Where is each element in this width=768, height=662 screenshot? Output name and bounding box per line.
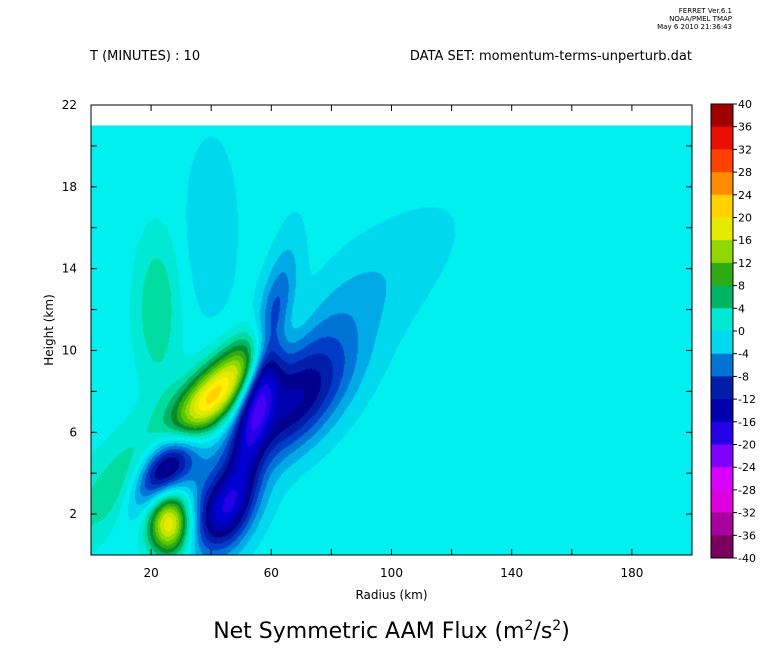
colorbar-label: -16 bbox=[738, 416, 756, 429]
colorbar-band bbox=[711, 240, 733, 264]
colorbar-label: -4 bbox=[738, 348, 749, 361]
colorbar-band bbox=[711, 262, 733, 287]
x-tick-label: 180 bbox=[620, 566, 643, 580]
header-time: T (MINUTES) : 10 bbox=[89, 49, 200, 64]
title-mid: /s bbox=[533, 619, 552, 644]
colorbar-label: -24 bbox=[738, 461, 756, 474]
colorbar-label: 24 bbox=[738, 189, 752, 202]
colorbar: 4036322824201612840-4-8-12-16-20-24-28-3… bbox=[710, 98, 756, 565]
colorbar-label: 20 bbox=[738, 212, 752, 225]
stamp-line: May 6 2010 21:36:43 bbox=[657, 23, 732, 31]
heatmap-image bbox=[91, 125, 692, 556]
colorbar-label: 40 bbox=[738, 98, 752, 111]
colorbar-label: 8 bbox=[738, 280, 745, 293]
stamp-line: NOAA/PMEL TMAP bbox=[669, 15, 732, 23]
y-tick-label: 18 bbox=[62, 180, 77, 194]
colorbar-band bbox=[711, 444, 733, 468]
chart-title: Net Symmetric AAM Flux (m2/s2) bbox=[213, 618, 570, 644]
colorbar-band bbox=[711, 331, 733, 355]
colorbar-label: -20 bbox=[738, 439, 756, 452]
colorbar-band bbox=[711, 467, 733, 491]
y-tick-label: 6 bbox=[69, 425, 77, 439]
colorbar-label: 4 bbox=[738, 302, 745, 315]
colorbar-band bbox=[711, 217, 733, 241]
colorbar-label: -28 bbox=[738, 484, 756, 497]
colorbar-band bbox=[711, 308, 733, 332]
colorbar-label: -8 bbox=[738, 370, 749, 383]
colorbar-band bbox=[711, 421, 733, 445]
colorbar-label: 16 bbox=[738, 234, 752, 247]
colorbar-band bbox=[711, 172, 733, 196]
colorbar-band bbox=[711, 104, 733, 128]
y-axis-label: Height (km) bbox=[42, 294, 56, 365]
y-tick-label: 22 bbox=[62, 98, 77, 112]
axis-ticks: 20 60 100 140 180 2 6 10 14 18 22 bbox=[62, 98, 692, 580]
colorbar-band bbox=[711, 194, 733, 218]
colorbar-label: 12 bbox=[738, 257, 752, 270]
colorbar-label: -12 bbox=[738, 393, 756, 406]
colorbar-band bbox=[711, 285, 733, 309]
y-tick-label: 14 bbox=[62, 262, 77, 276]
colorbar-band bbox=[711, 489, 733, 514]
colorbar-label: -32 bbox=[738, 507, 756, 520]
title-sup-1: 2 bbox=[524, 618, 533, 634]
colorbar-band bbox=[711, 126, 733, 150]
colorbar-band bbox=[711, 353, 733, 377]
x-axis-label: Radius (km) bbox=[355, 588, 427, 602]
colorbar-band bbox=[711, 399, 733, 423]
colorbar-band bbox=[711, 149, 733, 173]
colorbar-band bbox=[711, 535, 733, 559]
title-main: Net Symmetric AAM Flux (m bbox=[213, 619, 524, 644]
x-tick-label: 140 bbox=[500, 566, 523, 580]
x-tick-label: 60 bbox=[264, 566, 279, 580]
title-end: ) bbox=[561, 619, 570, 644]
colorbar-label: 0 bbox=[738, 325, 745, 338]
y-tick-label: 10 bbox=[62, 343, 77, 357]
x-tick-label: 100 bbox=[380, 566, 403, 580]
colorbar-label: -40 bbox=[738, 552, 756, 565]
y-tick-label: 2 bbox=[69, 507, 77, 521]
colorbar-label: 28 bbox=[738, 166, 752, 179]
colorbar-label: -36 bbox=[738, 529, 756, 542]
colorbar-band bbox=[711, 376, 733, 400]
x-tick-label: 20 bbox=[143, 566, 158, 580]
colorbar-band bbox=[711, 512, 733, 536]
colorbar-label: 36 bbox=[738, 121, 752, 134]
stamp-line: FERRET Ver.6.1 bbox=[679, 7, 732, 15]
header-dataset: DATA SET: momentum-terms-unperturb.dat bbox=[410, 49, 692, 64]
colorbar-label: 32 bbox=[738, 143, 752, 156]
title-sup-2: 2 bbox=[552, 618, 561, 634]
